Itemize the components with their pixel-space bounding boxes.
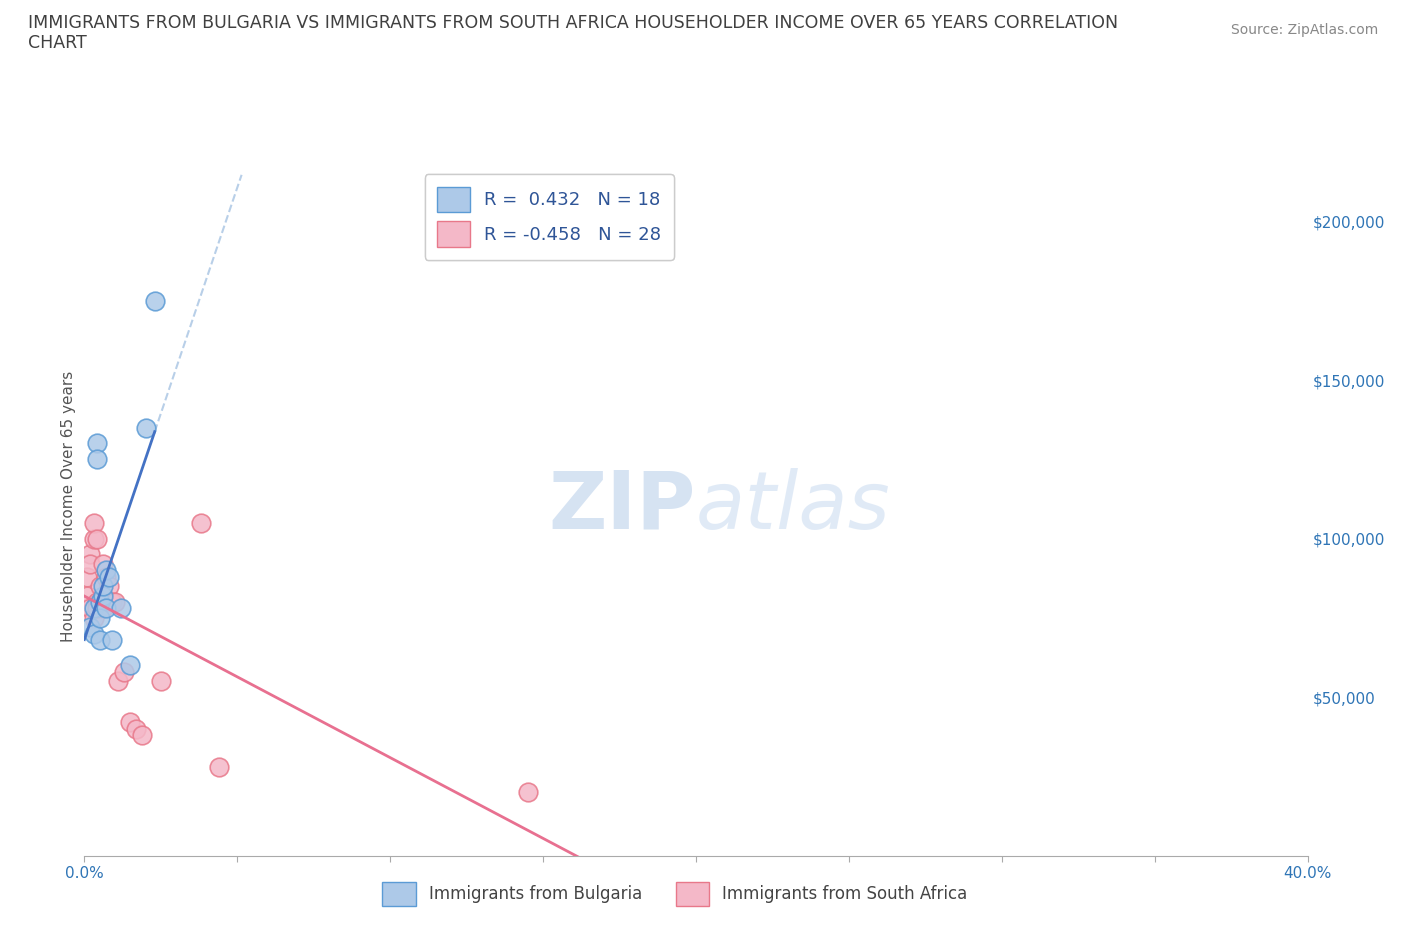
Point: [143, 293, 166, 308]
Point: [91, 578, 114, 593]
Point: [104, 594, 127, 609]
Point: [76, 569, 98, 584]
Point: [89, 632, 111, 647]
Point: [89, 594, 111, 609]
Point: [516, 785, 538, 800]
Point: [135, 420, 157, 435]
Point: [86, 531, 108, 546]
Point: [91, 556, 114, 571]
Point: [120, 715, 142, 730]
Point: [101, 594, 124, 609]
Point: [91, 588, 114, 603]
Point: [76, 588, 98, 603]
Point: [83, 626, 105, 641]
Point: [86, 436, 108, 451]
Point: [149, 673, 172, 688]
Point: [89, 610, 111, 625]
Point: [107, 673, 129, 688]
Point: [208, 760, 231, 775]
Point: [79, 547, 101, 562]
Legend: Immigrants from Bulgaria, Immigrants from South Africa: Immigrants from Bulgaria, Immigrants fro…: [375, 875, 974, 912]
Text: Source: ZipAtlas.com: Source: ZipAtlas.com: [1230, 23, 1378, 37]
Point: [97, 569, 120, 584]
Point: [110, 601, 132, 616]
Text: atlas: atlas: [696, 468, 891, 546]
Point: [131, 727, 153, 742]
Text: CHART: CHART: [28, 34, 87, 52]
Point: [120, 658, 142, 672]
Point: [79, 620, 101, 635]
Point: [83, 610, 105, 625]
Legend: R =  0.432   N = 18, R = -0.458   N = 28: R = 0.432 N = 18, R = -0.458 N = 28: [425, 174, 673, 259]
Point: [190, 515, 212, 530]
Point: [89, 594, 111, 609]
Point: [112, 664, 135, 679]
Point: [89, 578, 111, 593]
Point: [83, 515, 105, 530]
Point: [125, 722, 148, 737]
Point: [94, 563, 117, 578]
Point: [86, 452, 108, 467]
Point: [83, 601, 105, 616]
Point: [91, 601, 114, 616]
Y-axis label: Householder Income Over 65 years: Householder Income Over 65 years: [60, 371, 76, 643]
Text: ZIP: ZIP: [548, 468, 696, 546]
Point: [79, 601, 101, 616]
Point: [86, 594, 108, 609]
Point: [94, 569, 117, 584]
Point: [101, 632, 124, 647]
Point: [97, 578, 120, 593]
Point: [83, 531, 105, 546]
Point: [79, 556, 101, 571]
Point: [86, 601, 108, 616]
Text: IMMIGRANTS FROM BULGARIA VS IMMIGRANTS FROM SOUTH AFRICA HOUSEHOLDER INCOME OVER: IMMIGRANTS FROM BULGARIA VS IMMIGRANTS F…: [28, 14, 1118, 32]
Point: [94, 601, 117, 616]
